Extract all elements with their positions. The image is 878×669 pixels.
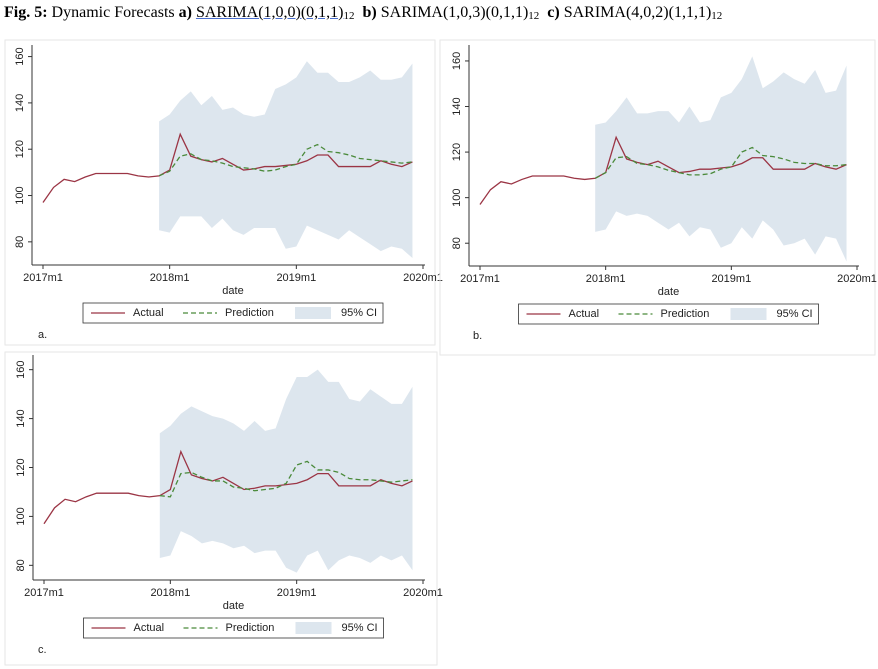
series-line xyxy=(594,146,847,179)
panel-label: c. xyxy=(38,644,47,656)
x-axis-label: date xyxy=(222,285,243,297)
caption-text: Dynamic Forecasts xyxy=(51,4,175,21)
legend-swatch xyxy=(295,307,331,319)
model: SARIMA(4,0,2)(1,1,1) xyxy=(563,4,712,21)
x-tick-label: 2017m1 xyxy=(23,272,63,284)
x-tick-label: 2020m1 xyxy=(837,273,877,285)
y-tick-label: 120 xyxy=(15,458,27,476)
ci-band xyxy=(159,369,413,573)
x-tick-label: 2020m1 xyxy=(403,587,443,599)
y-tick-label: 80 xyxy=(15,559,27,571)
legend-label: Prediction xyxy=(661,308,710,320)
model-sub: 12 xyxy=(343,10,355,22)
y-tick-label: 120 xyxy=(451,143,463,161)
x-tick-label: 2017m1 xyxy=(24,587,64,599)
y-tick-label: 100 xyxy=(451,188,463,206)
legend-label: Actual xyxy=(569,308,600,320)
legend-label: Prediction xyxy=(226,622,275,634)
model: SARIMA(1,0,0)(0,1,1) xyxy=(195,4,344,21)
legend-label: Actual xyxy=(133,307,164,319)
item-letter: b) xyxy=(362,4,377,21)
y-tick-label: 160 xyxy=(15,360,27,378)
x-tick-label: 2018m1 xyxy=(586,273,626,285)
panel-border xyxy=(439,39,876,356)
y-tick-label: 140 xyxy=(14,94,26,112)
model-sub: 12 xyxy=(711,10,723,22)
x-tick-label: 2019m1 xyxy=(276,272,316,284)
caption: Fig. 5: Dynamic Forecasts a) SARIMA(1,0,… xyxy=(4,4,730,22)
legend-label: Prediction xyxy=(225,307,274,319)
x-axis-label: date xyxy=(223,600,244,612)
ci-band xyxy=(159,61,413,259)
panel-border xyxy=(4,39,436,346)
model-sub: 12 xyxy=(528,10,540,22)
x-tick-label: 2018m1 xyxy=(150,272,190,284)
model: SARIMA(1,0,3)(0,1,1) xyxy=(380,4,529,21)
panel-border xyxy=(4,351,438,666)
y-tick-label: 160 xyxy=(451,52,463,70)
item-letter: c) xyxy=(547,4,560,21)
series-line xyxy=(479,135,847,205)
x-axis-label: date xyxy=(658,286,679,298)
y-tick-label: 160 xyxy=(14,47,26,65)
x-tick-label: 2017m1 xyxy=(460,273,500,285)
ci-band xyxy=(595,56,847,262)
legend-label: 95% CI xyxy=(341,307,377,319)
fig-label: Fig. 5: xyxy=(4,4,48,21)
series-line xyxy=(158,143,413,177)
y-tick-label: 140 xyxy=(15,409,27,427)
series-line xyxy=(43,449,413,525)
legend-label: 95% CI xyxy=(777,308,813,320)
legend-swatch xyxy=(730,308,767,320)
x-tick-label: 2018m1 xyxy=(150,587,190,599)
legend-label: Actual xyxy=(134,622,165,634)
x-tick-label: 2020m1 xyxy=(403,272,443,284)
series-line xyxy=(42,132,413,203)
y-tick-label: 140 xyxy=(451,97,463,115)
item-letter: a) xyxy=(178,4,192,21)
panel-label: b. xyxy=(473,330,482,342)
x-tick-label: 2019m1 xyxy=(277,587,317,599)
legend-swatch xyxy=(295,622,332,634)
y-tick-label: 80 xyxy=(451,237,463,249)
panel-label: a. xyxy=(38,329,47,341)
y-tick-label: 100 xyxy=(14,186,26,204)
x-tick-label: 2019m1 xyxy=(711,273,751,285)
y-tick-label: 80 xyxy=(14,236,26,248)
legend-label: 95% CI xyxy=(342,622,378,634)
y-tick-label: 120 xyxy=(14,140,26,158)
series-line xyxy=(159,460,413,498)
y-tick-label: 100 xyxy=(15,507,27,525)
